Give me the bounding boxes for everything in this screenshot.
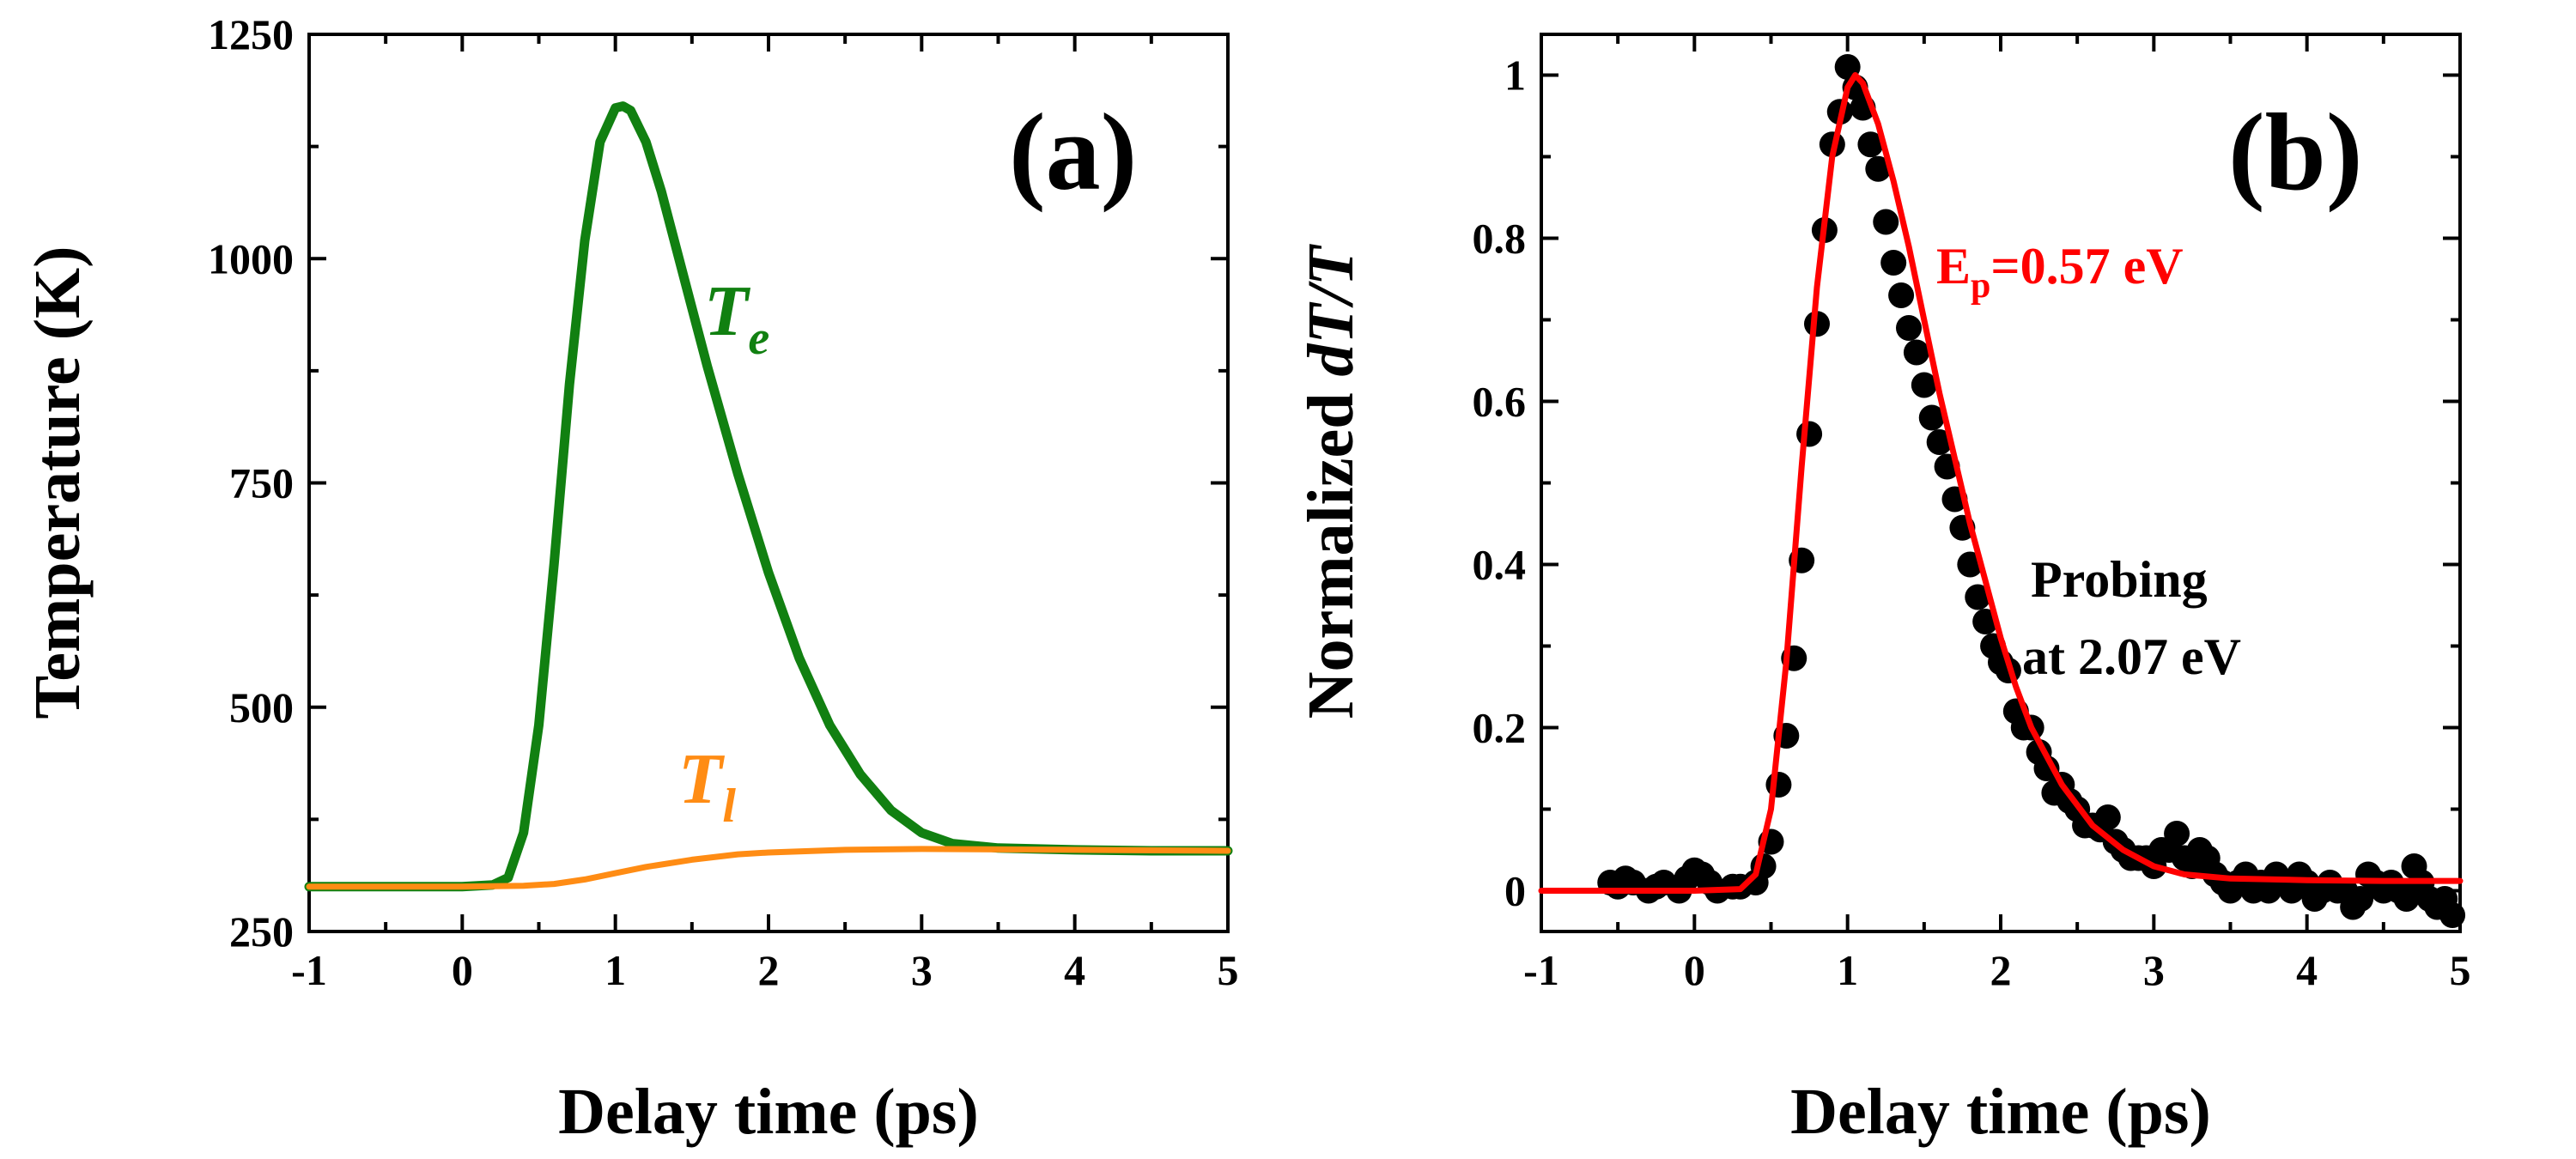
data-point xyxy=(2348,886,2374,912)
data-point xyxy=(1903,339,1929,366)
y-tick-label: 250 xyxy=(229,907,294,956)
panel-b-y-axis-title: Normalized dT/T xyxy=(1295,244,1367,719)
data-point xyxy=(1911,372,1937,398)
x-tick-label: 5 xyxy=(2450,946,2471,994)
y-tick-label: 0 xyxy=(1504,867,1526,915)
x-tick-label: 4 xyxy=(2296,946,2318,994)
x-tick-label: 5 xyxy=(1218,946,1239,994)
data-point xyxy=(2094,804,2121,830)
data-point xyxy=(1888,282,1915,308)
probe-annotation-line1: Probing xyxy=(2031,551,2208,608)
probe-annotation-line2: at 2.07 eV xyxy=(2022,628,2241,685)
data-point xyxy=(1873,209,1899,235)
x-tick-label: -1 xyxy=(1523,946,1559,994)
data-point xyxy=(1926,429,1953,455)
panel-a-label: (a) xyxy=(1009,91,1137,213)
series-line-te xyxy=(304,101,1233,892)
data-point xyxy=(1965,584,1991,610)
data-point xyxy=(1796,421,1823,447)
legend-te: Te xyxy=(704,271,769,365)
y-tick-label: 0.8 xyxy=(1473,215,1527,263)
data-point xyxy=(1896,315,1922,341)
series-line-fit xyxy=(1538,72,2464,894)
panel-b-label: (b) xyxy=(2228,91,2362,213)
y-tick-label: 1000 xyxy=(208,234,294,282)
data-point xyxy=(2164,821,2190,846)
y-tick-label: 0.6 xyxy=(1473,378,1527,426)
data-point xyxy=(1865,155,1892,182)
x-tick-label: 1 xyxy=(1837,946,1858,994)
panel-b-y-ticks: 0 0.2 0.4 0.6 0.8 1 xyxy=(1473,52,2460,915)
x-tick-label: 3 xyxy=(911,946,933,994)
x-tick-label: 3 xyxy=(2143,946,2165,994)
x-tick-label: 0 xyxy=(452,946,473,994)
y-tick-label: 1250 xyxy=(208,10,294,58)
y-tick-label: 0.2 xyxy=(1473,704,1527,752)
panel-b-dtt-plot: -1 0 1 2 3 4 5 0 0.2 0.4 0.6 0.8 1 (b) Ep=0.57 eV P… xyxy=(1295,33,2471,1148)
panel-a-temperature-plot: -1 0 1 2 3 4 5 250 500 750 1000 1250 (a) Te Tl Del… xyxy=(21,10,1239,1148)
ep-annotation: Ep=0.57 eV xyxy=(1936,238,2184,306)
x-tick-label: 2 xyxy=(758,946,780,994)
y-tick-label: 1 xyxy=(1504,52,1526,100)
y-tick-label: 500 xyxy=(229,683,294,731)
legend-tl: Tl xyxy=(678,739,736,833)
x-tick-label: 2 xyxy=(1990,946,2012,994)
y-tick-label: 0.4 xyxy=(1473,541,1527,589)
data-point xyxy=(1918,404,1945,431)
panel-b-series xyxy=(1538,54,2466,928)
x-tick-label: -1 xyxy=(291,946,327,994)
series-line-tl xyxy=(306,846,1231,890)
x-tick-label: 1 xyxy=(605,946,626,994)
panel-b-x-ticks: -1 0 1 2 3 4 5 xyxy=(1523,34,2471,994)
panel-a-y-ticks: 250 500 750 1000 1250 xyxy=(208,10,1228,956)
data-point xyxy=(1857,131,1884,158)
panel-b-x-axis-title: Delay time (ps) xyxy=(1790,1076,2211,1148)
data-point xyxy=(2439,902,2466,928)
data-point xyxy=(2393,886,2420,912)
panel-a-y-axis-title: Temperature (K) xyxy=(21,246,94,719)
panel-a-series xyxy=(304,101,1233,892)
data-point xyxy=(1880,250,1907,276)
y-tick-label: 750 xyxy=(229,459,294,507)
panel-a-x-axis-title: Delay time (ps) xyxy=(558,1076,979,1148)
x-tick-label: 0 xyxy=(1684,946,1705,994)
panel-a-x-ticks: -1 0 1 2 3 4 5 xyxy=(291,34,1239,994)
x-tick-label: 4 xyxy=(1064,946,1085,994)
